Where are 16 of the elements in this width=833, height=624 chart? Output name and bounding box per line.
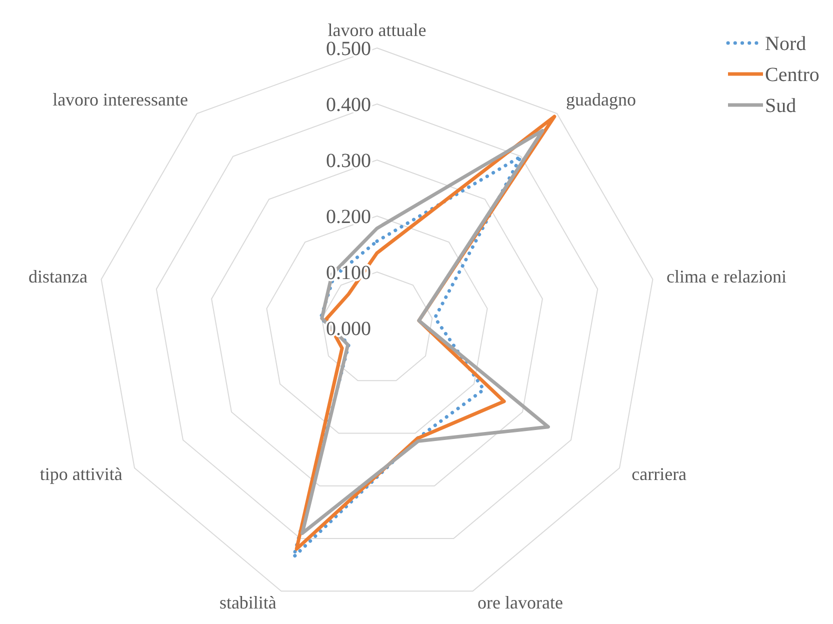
y-tick-label: 0.500 [326, 38, 371, 60]
legend-label: Nord [765, 33, 806, 55]
legend-label: Centro [765, 64, 820, 86]
y-tick-label: 0.400 [326, 94, 371, 116]
y-tick-label: 0.300 [326, 150, 371, 172]
legend-label: Sud [765, 95, 796, 117]
spoke-label: distanza [28, 266, 88, 286]
spoke-label: lavoro attuale [328, 20, 426, 40]
spoke-label: carriera [632, 464, 687, 484]
y-tick-label: 0.200 [326, 206, 371, 228]
spoke-label: ore lavorate [478, 592, 564, 612]
spoke-label: guadagno [566, 90, 636, 110]
spoke-label: clima e relazioni [666, 266, 786, 286]
spoke-label: lavoro interessante [52, 90, 188, 110]
spoke-label: stabilità [219, 592, 276, 612]
spoke-label: tipo attività [40, 464, 122, 484]
